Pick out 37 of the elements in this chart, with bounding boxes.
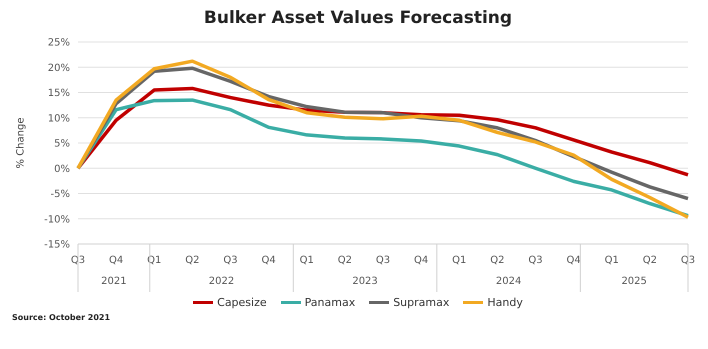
x-tick-label: Q3: [528, 255, 543, 266]
x-tick-label: Q2: [490, 255, 504, 266]
x-tick-label: Q2: [338, 255, 352, 266]
y-tick-label: 15%: [48, 88, 70, 100]
x-tick-label: Q1: [300, 255, 314, 266]
text: 2022: [208, 276, 234, 287]
x-tick-label: Q1: [604, 255, 619, 266]
y-tick-label: 20%: [48, 62, 70, 74]
y-tick-label: -15%: [44, 240, 70, 251]
x-tick-label: Q4: [414, 255, 428, 266]
y-tick-label: 5%: [54, 138, 70, 150]
x-tick-label: Q1: [452, 255, 466, 266]
y-tick-label: 10%: [48, 113, 70, 124]
x-tick-label: Q4: [109, 255, 124, 266]
x-tick-label: Q2: [185, 255, 200, 266]
legend-label: Supramax: [393, 296, 450, 309]
y-tick-label: -10%: [44, 214, 70, 226]
x-tick-label: Q3: [223, 255, 238, 266]
text: 2024: [496, 276, 522, 287]
line-series: [76, 59, 690, 219]
text: 2025: [621, 276, 647, 287]
x-tick-label: Q4: [262, 255, 276, 266]
chart-title: Bulker Asset Values Forecasting: [202, 8, 514, 28]
x-tick-label: Q1: [147, 255, 162, 266]
x-tick-label: Q2: [642, 255, 657, 266]
source-note: Source: October 2021: [12, 313, 112, 322]
y-tick-label: -5%: [50, 189, 70, 200]
legend-label: Handy: [487, 296, 523, 309]
y-tick-label: 0%: [54, 164, 70, 175]
text: 2023: [352, 276, 378, 287]
y-axis-title: % Change: [16, 118, 27, 168]
x-tick-label: Q4: [566, 255, 581, 266]
legend-label: Panamax: [304, 296, 356, 309]
y-tick-label: 25%: [48, 38, 70, 49]
x-tick-label: Q3: [376, 255, 390, 266]
legend-label: Capesize: [217, 296, 267, 309]
text: 2021: [101, 276, 127, 287]
